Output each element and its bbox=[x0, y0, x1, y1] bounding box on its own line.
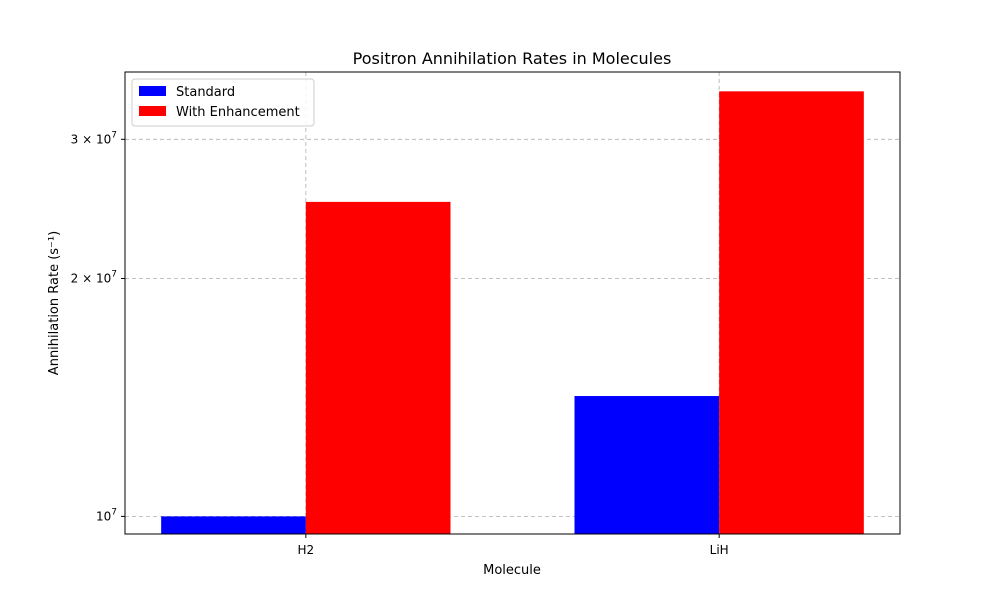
x-tick-label: LiH bbox=[710, 543, 729, 557]
legend-label: Standard bbox=[176, 85, 235, 100]
chart-title: Positron Annihilation Rates in Molecules bbox=[353, 49, 672, 68]
x-axis-label: Molecule bbox=[483, 563, 541, 578]
x-tick-label: H2 bbox=[297, 543, 314, 557]
y-axis-label: Annihilation Rate (s⁻¹) bbox=[47, 231, 62, 375]
plot-frame bbox=[124, 71, 901, 535]
legend-label: With Enhancement bbox=[176, 105, 300, 120]
y-tick-label: 3 × 107 bbox=[71, 130, 117, 146]
legend-box bbox=[131, 78, 315, 127]
bar-standard-lih bbox=[574, 396, 720, 534]
y-tick-label: 2 × 107 bbox=[71, 269, 117, 285]
legend: Standard With Enhancement bbox=[131, 78, 315, 127]
ticks-layer: H2 LiH 107 2 × 107 3 × 107 bbox=[71, 130, 729, 557]
bar-standard-h2 bbox=[161, 516, 306, 534]
bar-with-enhancement-lih bbox=[719, 91, 864, 534]
bar-with-enhancement-h2 bbox=[305, 201, 451, 534]
bars-layer bbox=[161, 91, 864, 534]
y-tick-label: 107 bbox=[96, 507, 117, 523]
legend-swatch bbox=[139, 106, 166, 116]
legend-swatch bbox=[139, 86, 166, 96]
